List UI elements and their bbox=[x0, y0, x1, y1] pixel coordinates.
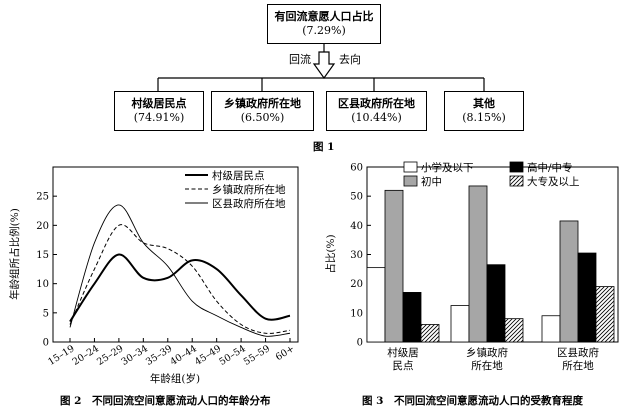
legend-swatch bbox=[509, 175, 524, 187]
legend-label: 村级居民点 bbox=[212, 169, 265, 182]
x-tick-label: 35–39 bbox=[144, 343, 174, 368]
y-tick-label: 0 bbox=[357, 338, 363, 349]
bar-chart: 0102030405060占比(%)村级居民点乡镇政府所在地区县政府所在地小学及… bbox=[324, 161, 619, 372]
legend-label: 大专及以上 bbox=[527, 175, 580, 188]
legend-swatch bbox=[509, 161, 524, 173]
dest-box-value: (6.50%) bbox=[240, 111, 285, 124]
x-tick-label: 55–59 bbox=[242, 343, 272, 368]
x-tick-label: 25–29 bbox=[95, 343, 125, 368]
series-line-township bbox=[69, 224, 291, 334]
fig1-caption: 图 1 bbox=[313, 141, 335, 153]
dest-box-value: (74.91%) bbox=[133, 111, 185, 124]
x-category-label: 乡镇政府 bbox=[466, 346, 508, 359]
bar bbox=[541, 315, 561, 343]
x-category-label: 民点 bbox=[393, 360, 414, 372]
legend-label: 乡镇政府所在地 bbox=[212, 183, 286, 196]
legend-swatch bbox=[403, 175, 418, 187]
legend-swatch bbox=[403, 161, 418, 173]
dest-box-township: 乡镇政府所在地 (6.50%) bbox=[211, 91, 314, 131]
line-chart: 0 5 10 15 20 25 15–1920–2425–2930–3435–3940–44… bbox=[8, 166, 299, 385]
fig2-caption: 图 2 不同回流空间意愿流动人口的年龄分布 bbox=[60, 395, 271, 407]
arrow-label-left: 回流 bbox=[289, 53, 311, 66]
series-line-village bbox=[69, 253, 291, 323]
bar bbox=[366, 267, 386, 343]
y-axis-title: 年龄组所占比例(%) bbox=[8, 208, 21, 300]
dest-box-label: 区县政府所在地 bbox=[338, 97, 415, 110]
bar bbox=[559, 220, 579, 343]
x-tick-label: 60+ bbox=[274, 343, 297, 363]
y-tick-label: 0 bbox=[43, 338, 49, 349]
x-tick-label: 20–24 bbox=[71, 343, 101, 368]
x-tick-label: 45–49 bbox=[193, 343, 223, 368]
dest-box-label: 其他 bbox=[473, 97, 495, 110]
arrow-label-right: 去向 bbox=[339, 53, 361, 66]
x-category-label: 区县政府 bbox=[557, 346, 599, 359]
dest-box-value: (8.15%) bbox=[462, 111, 506, 124]
legend-label: 高中/中专 bbox=[527, 161, 573, 174]
y-tick-label: 25 bbox=[36, 192, 49, 203]
series-line-county bbox=[69, 204, 291, 337]
x-tick-label: 50–54 bbox=[217, 343, 247, 368]
y-axis-title: 占比(%) bbox=[324, 234, 337, 273]
legend-label: 初中 bbox=[421, 175, 442, 188]
y-tick-label: 20 bbox=[350, 279, 363, 290]
bar bbox=[595, 286, 615, 343]
y-tick-label: 50 bbox=[350, 192, 363, 203]
y-tick-label: 20 bbox=[36, 221, 49, 232]
bar bbox=[504, 318, 524, 343]
bar bbox=[384, 189, 404, 343]
x-axis-title: 年龄组(岁) bbox=[150, 372, 200, 385]
y-tick-label: 60 bbox=[350, 163, 363, 174]
dest-box-other: 其他 (8.15%) bbox=[444, 91, 524, 131]
bar bbox=[468, 185, 488, 343]
bar bbox=[486, 264, 506, 343]
y-tick-label: 15 bbox=[36, 250, 49, 261]
y-tick-label: 10 bbox=[350, 308, 363, 319]
x-category-label: 所在地 bbox=[471, 359, 503, 372]
y-tick-label: 40 bbox=[350, 221, 363, 232]
bar bbox=[402, 292, 422, 343]
dest-box-value: (10.44%) bbox=[351, 111, 402, 124]
top-box-label: 有回流意愿人口占比 bbox=[274, 10, 374, 23]
fig3-caption: 图 3 不同回流空间意愿流动人口的受教育程度 bbox=[362, 395, 583, 407]
x-tick-label: 30–34 bbox=[120, 343, 150, 368]
dest-box-label: 乡镇政府所在地 bbox=[224, 97, 301, 110]
bar bbox=[577, 252, 597, 343]
dest-box-village: 村级居民点 (74.91%) bbox=[114, 91, 204, 131]
legend-label: 小学及以下 bbox=[421, 161, 474, 174]
bar bbox=[450, 305, 470, 343]
x-tick-label: 40–44 bbox=[168, 343, 198, 368]
fig1-connectors bbox=[157, 44, 485, 91]
legend-label: 区县政府所在地 bbox=[212, 197, 286, 210]
y-tick-label: 30 bbox=[350, 250, 363, 261]
dest-box-label: 村级居民点 bbox=[131, 97, 187, 110]
x-tick-label: 15–19 bbox=[46, 343, 76, 368]
y-tick-label: 10 bbox=[36, 279, 49, 290]
dest-box-county: 区县政府所在地 (10.44%) bbox=[326, 91, 427, 131]
y-tick-label: 5 bbox=[43, 308, 49, 319]
x-category-label: 所在地 bbox=[562, 359, 594, 372]
bar bbox=[420, 324, 440, 343]
x-category-label: 村级居 bbox=[387, 346, 419, 359]
top-box-value: (7.29%) bbox=[302, 24, 346, 37]
top-box: 有回流意愿人口占比 (7.29%) bbox=[267, 4, 381, 44]
hollow-arrow-icon bbox=[312, 51, 336, 80]
